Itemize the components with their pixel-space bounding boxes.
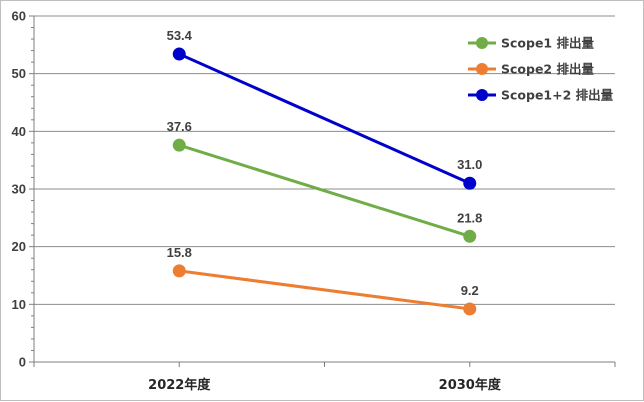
data-label: 15.8 bbox=[167, 245, 192, 260]
y-tick-label: 0 bbox=[19, 355, 26, 370]
legend-label: Scope1+2 排出量 bbox=[501, 88, 614, 103]
y-tick-label: 50 bbox=[12, 66, 26, 81]
data-label: 9.2 bbox=[461, 283, 479, 298]
data-point bbox=[172, 264, 186, 278]
data-point bbox=[463, 302, 477, 316]
legend-marker bbox=[476, 63, 488, 75]
y-tick-label: 60 bbox=[12, 9, 26, 24]
legend-label: Scope1 排出量 bbox=[501, 36, 594, 51]
legend-marker bbox=[476, 37, 488, 49]
y-tick-label: 10 bbox=[12, 297, 26, 312]
series-line bbox=[179, 269, 470, 311]
x-category-label: 2022年度 bbox=[148, 377, 211, 393]
data-point bbox=[463, 176, 477, 190]
data-label: 31.0 bbox=[457, 157, 482, 172]
y-tick-label: 40 bbox=[12, 124, 26, 139]
data-label: 53.4 bbox=[167, 28, 193, 43]
data-point bbox=[172, 138, 186, 152]
series-line bbox=[178, 143, 471, 238]
data-point bbox=[172, 47, 186, 61]
data-point bbox=[463, 229, 477, 243]
series-line bbox=[178, 52, 471, 185]
y-tick-label: 20 bbox=[12, 239, 26, 254]
data-label: 37.6 bbox=[167, 119, 192, 134]
legend-marker bbox=[476, 89, 488, 101]
legend-label: Scope2 排出量 bbox=[501, 62, 594, 77]
data-label: 21.8 bbox=[457, 210, 482, 225]
y-tick-label: 30 bbox=[12, 182, 26, 197]
x-category-label: 2030年度 bbox=[439, 377, 502, 393]
